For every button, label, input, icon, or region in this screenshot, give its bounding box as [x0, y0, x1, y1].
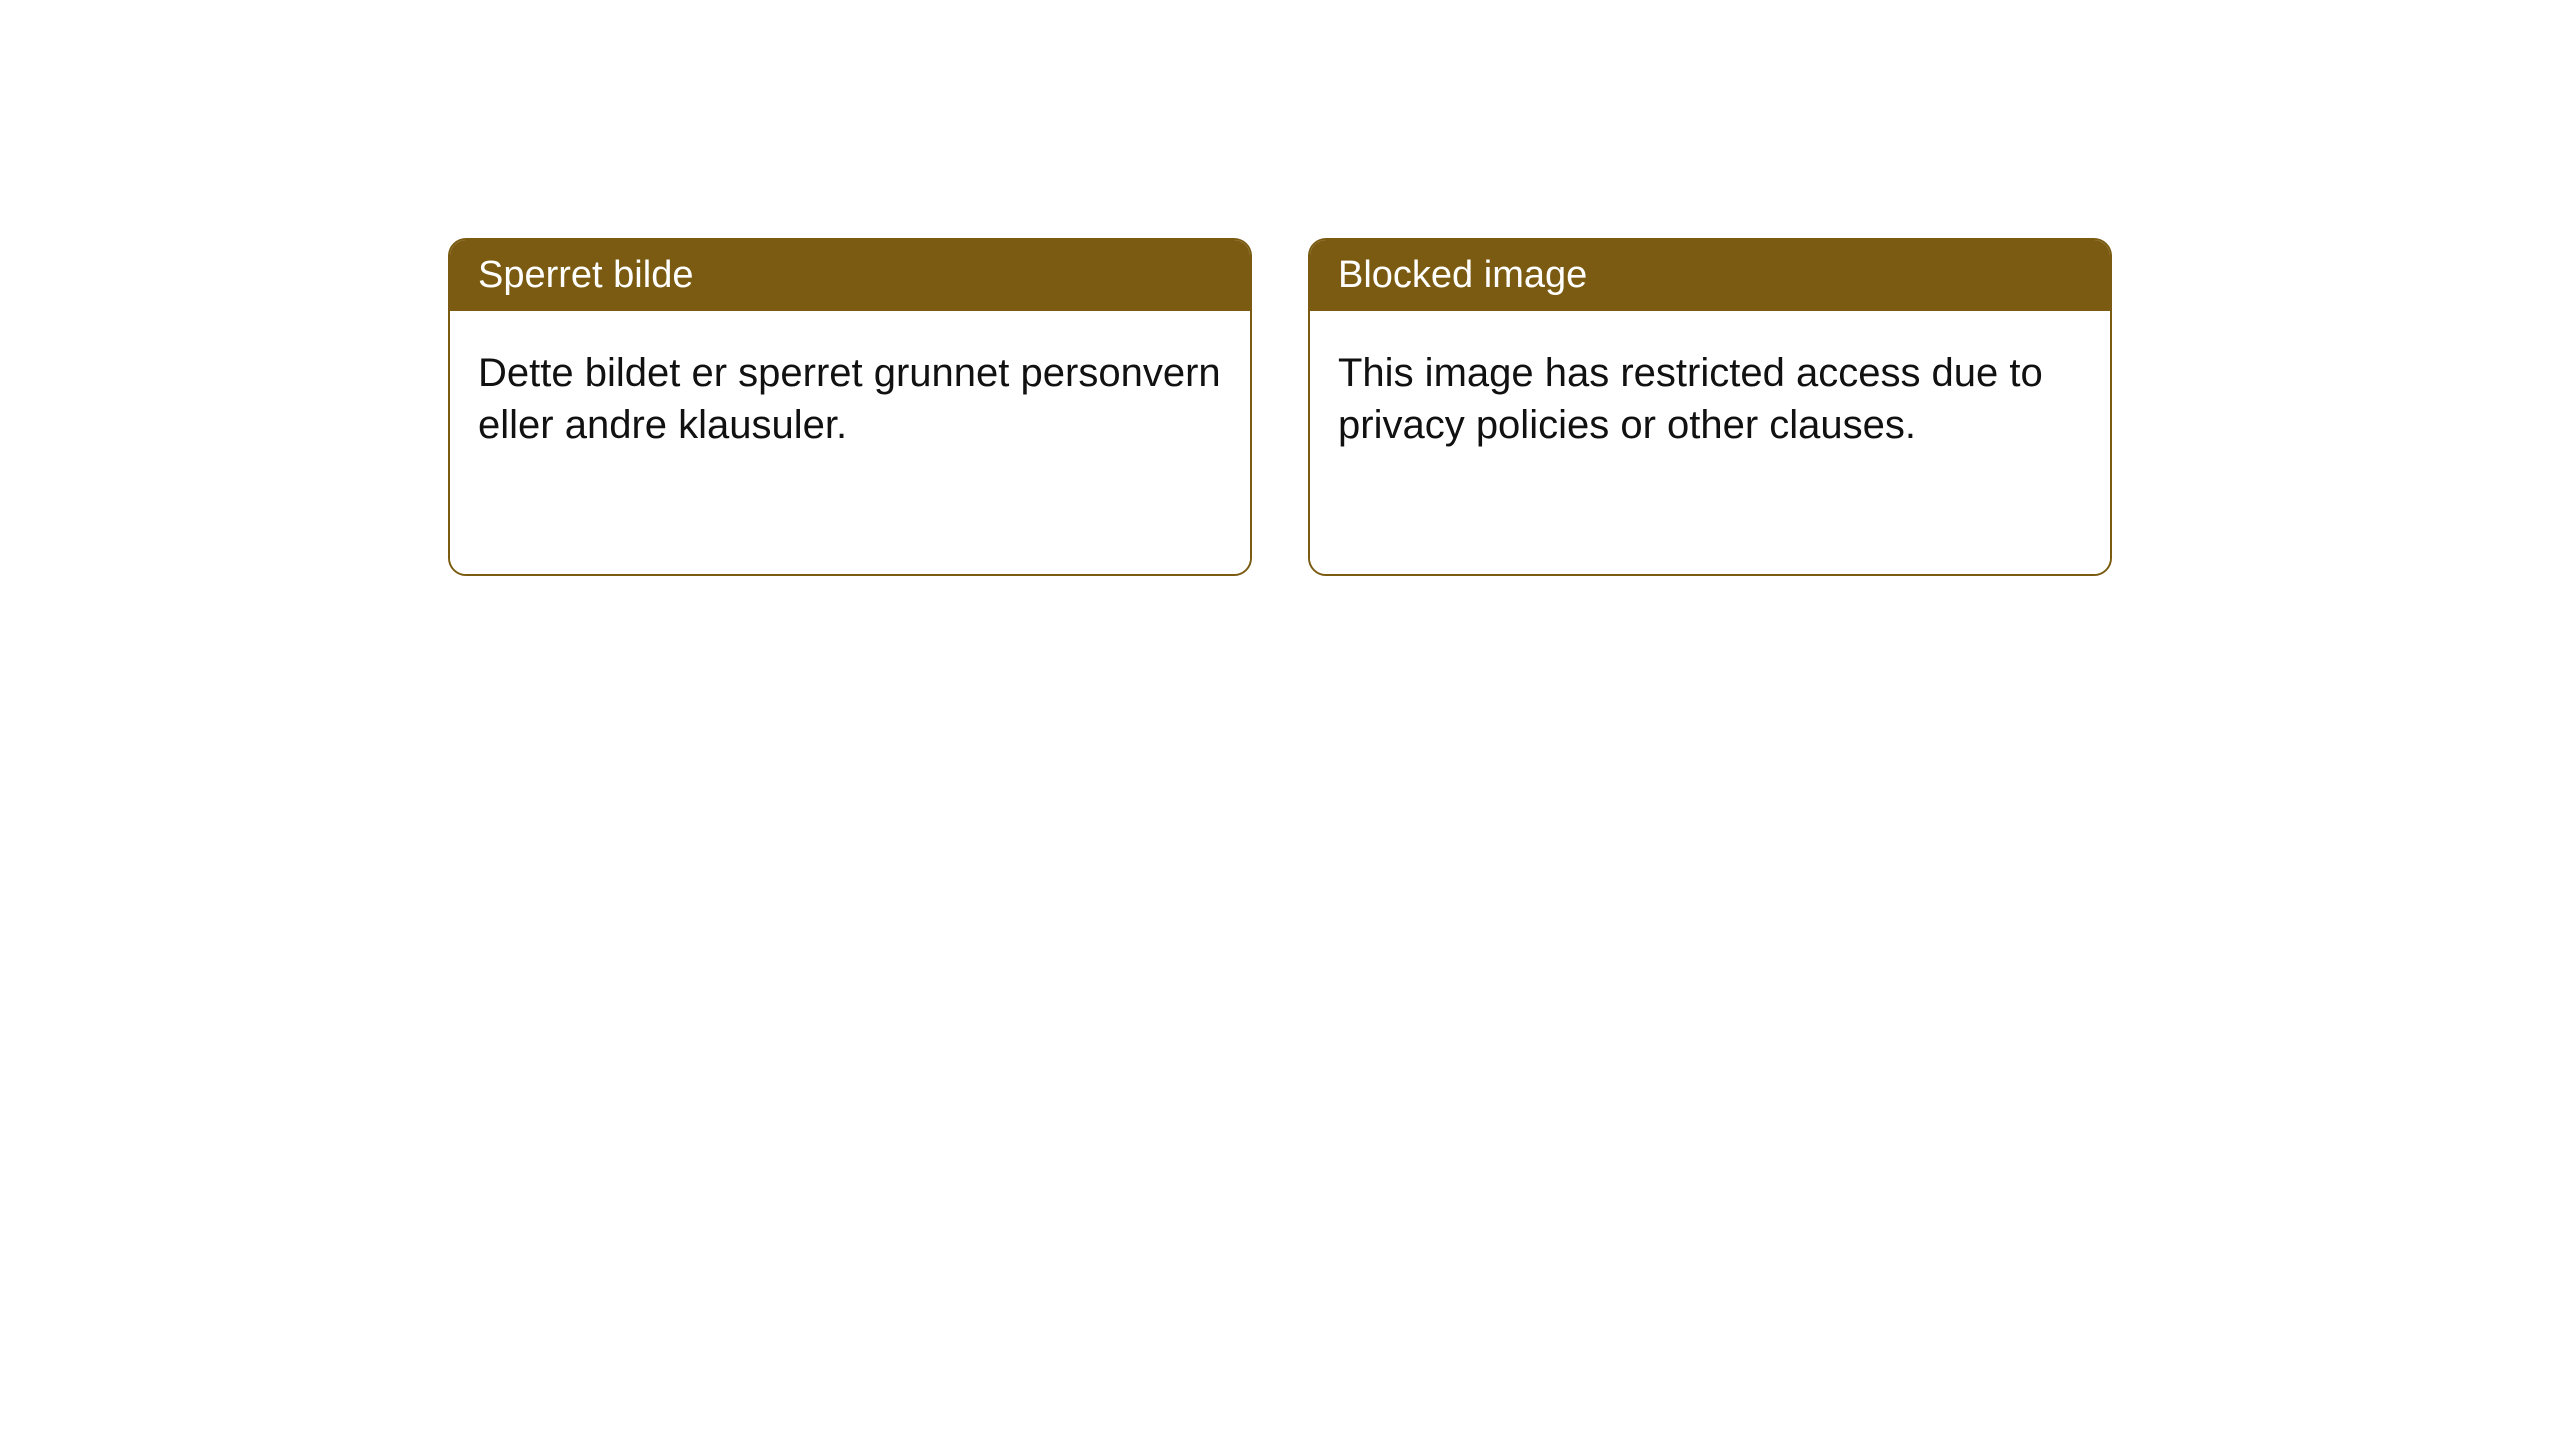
notice-card-norwegian: Sperret bilde Dette bildet er sperret gr…: [448, 238, 1252, 576]
notice-title-norwegian: Sperret bilde: [450, 240, 1250, 311]
notice-title-english: Blocked image: [1310, 240, 2110, 311]
notice-body-norwegian: Dette bildet er sperret grunnet personve…: [450, 311, 1250, 574]
notice-body-english: This image has restricted access due to …: [1310, 311, 2110, 574]
notice-container: Sperret bilde Dette bildet er sperret gr…: [448, 238, 2112, 1440]
notice-card-english: Blocked image This image has restricted …: [1308, 238, 2112, 576]
